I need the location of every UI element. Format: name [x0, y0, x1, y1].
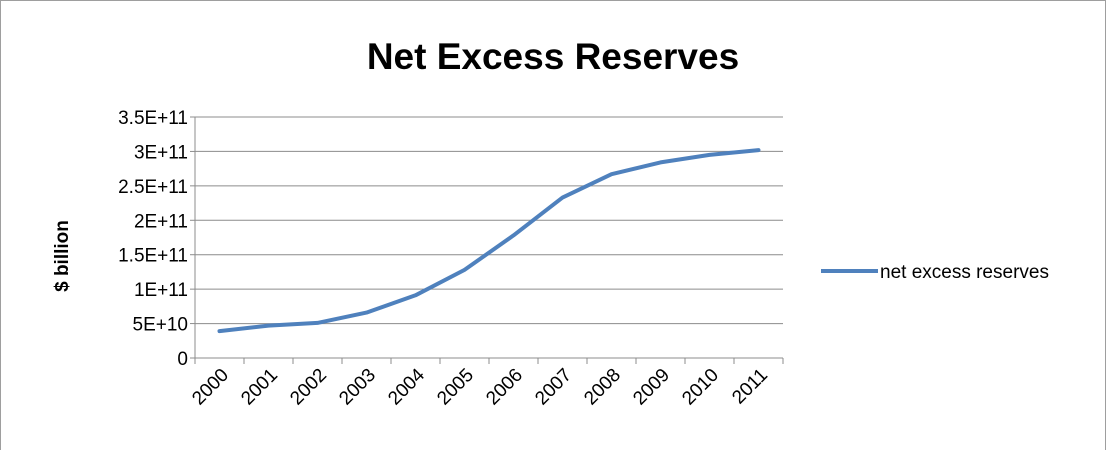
x-tick-label: 2009 — [629, 365, 674, 410]
x-tick-label: 2010 — [678, 365, 723, 410]
x-tick-label: 2007 — [531, 365, 576, 410]
y-tick-label: 5E+10 — [133, 315, 188, 336]
x-tick-label: 2003 — [335, 365, 380, 410]
y-axis-title: $ billion — [52, 220, 73, 292]
y-tick-label: 2E+11 — [134, 211, 188, 232]
legend-label: net excess reserves — [880, 262, 1049, 283]
x-tick-label: 2005 — [433, 365, 478, 410]
y-tick-label: 3E+11 — [134, 142, 188, 163]
x-tick-label: 2001 — [237, 365, 282, 410]
axes — [190, 116, 784, 364]
series-line — [217, 148, 761, 334]
y-tick-label: 1.5E+11 — [118, 246, 188, 267]
x-tick-label: 2002 — [286, 365, 331, 410]
gridlines — [195, 116, 783, 325]
y-tick-label: 3.5E+11 — [118, 108, 188, 129]
x-tick-label: 2004 — [384, 364, 429, 409]
x-tick-label: 2008 — [580, 365, 625, 410]
chart-title: Net Excess Reserves — [367, 36, 739, 77]
x-tick-label: 2006 — [482, 365, 527, 410]
x-tick-label: 2011 — [728, 365, 772, 409]
legend: net excess reserves — [821, 262, 1049, 283]
y-tick-label: 1E+11 — [134, 280, 188, 301]
series-lines — [217, 148, 761, 334]
x-tick-label: 2000 — [188, 365, 233, 410]
y-tick-label: 0 — [177, 349, 188, 370]
y-tick-label: 2.5E+11 — [118, 177, 188, 198]
y-tick-labels: 0 5E+10 1E+11 1.5E+11 2E+11 2.5E+11 3E+11 3.5E+… — [118, 108, 188, 370]
x-tick-labels: 2000 2001 2002 2003 2004 2005 2006 2007 2008 2009… — [188, 364, 772, 409]
